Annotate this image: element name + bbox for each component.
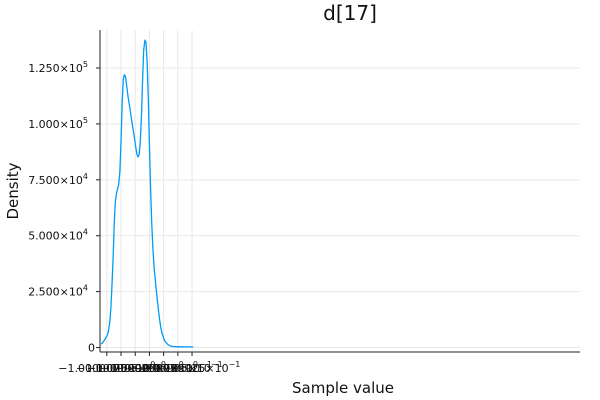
x-tick-labels: −1.0000075×100−1.000005×100−1.0000025×10…	[58, 352, 240, 375]
x-tick-exponent: 0	[179, 360, 184, 369]
density-curve	[100, 39, 194, 348]
grid	[100, 30, 580, 352]
x-tick-exponent: 0	[161, 360, 166, 369]
x-tick-exponent: 0	[193, 360, 198, 369]
y-tick-label: 2.500×104	[28, 284, 88, 299]
y-tick-label: 7.500×104	[28, 172, 88, 187]
x-tick-label: −1.0000075×100	[58, 360, 155, 375]
x-tick-exponent: −1	[211, 360, 223, 369]
chart-title: d[17]	[323, 1, 377, 25]
y-tick-exponent: 5	[83, 60, 88, 69]
x-tick-label: −9.999925×10−1	[144, 360, 241, 375]
y-axis-label: Density	[4, 162, 22, 219]
x-tick-exponent: −1	[200, 360, 212, 369]
series	[100, 39, 194, 348]
x-axis-label: Sample value	[292, 379, 394, 397]
y-tick-label: 5.000×104	[28, 228, 88, 243]
x-tick-label: −1.0000025×100	[87, 360, 184, 375]
x-tick-label: −9.999975×10−1	[115, 360, 212, 375]
x-tick-exponent: 0	[150, 360, 155, 369]
y-tick-label: 1.000×105	[28, 116, 88, 131]
y-tick-labels: 0 2.500×104 5.000×104 7.500×104 1.000×105 1.2…	[28, 60, 100, 355]
y-tick-label: 1.250×105	[28, 60, 88, 75]
y-tick-exponent: 4	[83, 284, 88, 293]
axes	[99, 30, 580, 353]
y-tick-exponent: 4	[83, 228, 88, 237]
x-tick-label: −1.000005×100	[76, 360, 166, 375]
x-tick-label: −9.99995×10−1	[133, 360, 223, 375]
y-tick-label: 0	[88, 342, 95, 355]
y-tick-exponent: 4	[83, 172, 88, 181]
x-tick-label: −1.0000000×100	[101, 360, 198, 375]
x-tick-exponent: −1	[229, 360, 241, 369]
y-tick-exponent: 5	[83, 116, 88, 125]
